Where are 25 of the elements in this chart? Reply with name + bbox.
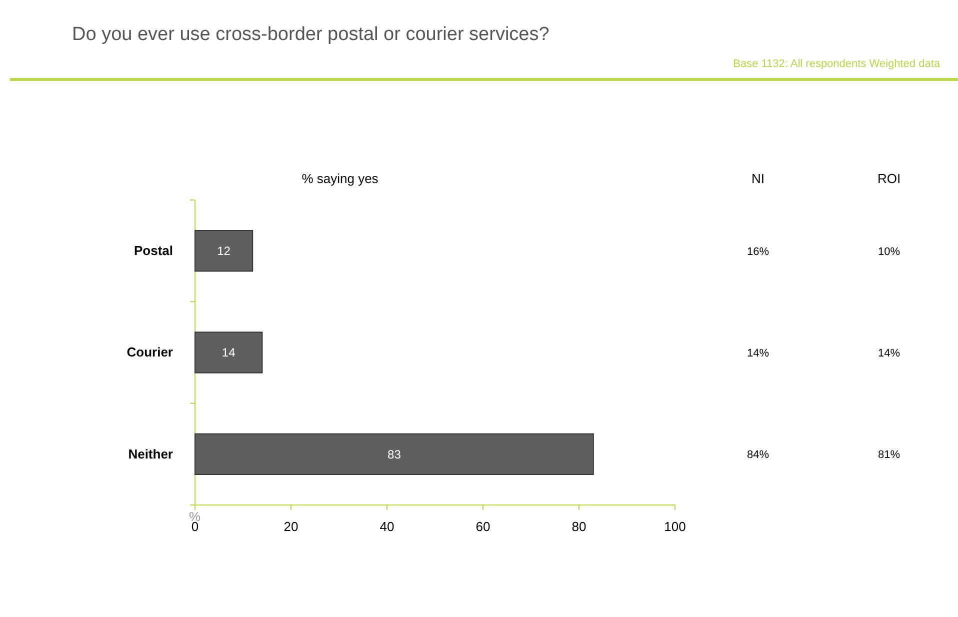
data-label: 12 — [217, 244, 231, 258]
x-tick-label: 80 — [572, 519, 586, 534]
text: NI — [752, 171, 764, 186]
x-tick-label: 40 — [380, 519, 394, 534]
bar — [194, 433, 594, 475]
y-tick-label: Postal — [134, 242, 173, 258]
bar — [194, 230, 254, 272]
x-tick-label: 20 — [284, 519, 298, 534]
text: Base 1132: All respondents Weighted data — [733, 58, 941, 70]
text: % saying yes — [302, 171, 379, 186]
text: 14% — [746, 348, 770, 360]
text: 14% — [878, 348, 900, 360]
text: 84% — [746, 449, 770, 462]
text: 10% — [878, 246, 900, 258]
bar — [194, 332, 263, 374]
text: ROI — [877, 171, 901, 186]
data-label: 14 — [222, 346, 236, 360]
x-tick-label: 100 — [664, 519, 686, 534]
y-tick-label: Courier — [126, 344, 173, 360]
data-label: 83 — [388, 447, 402, 462]
x-tick-label: 60 — [476, 519, 490, 534]
y-tick-label: Neither — [128, 446, 173, 462]
text: 16% — [746, 246, 770, 258]
chart-title: Do you ever use cross-border postal or courier services? — [72, 24, 550, 45]
text: 81% — [878, 449, 900, 462]
